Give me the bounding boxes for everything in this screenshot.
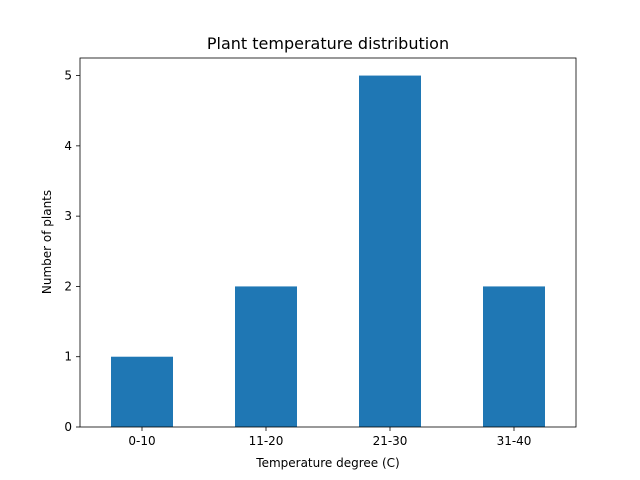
- x-tick-label: 11-20: [249, 434, 284, 448]
- bar-11-20: [235, 286, 297, 427]
- y-tick-label: 2: [64, 279, 72, 293]
- x-tick-label: 21-30: [373, 434, 408, 448]
- y-tick-label: 1: [64, 350, 72, 364]
- axes-frame: [79, 57, 577, 428]
- x-tick-label: 0-10: [128, 434, 155, 448]
- y-axis-label: Number of plants: [40, 190, 54, 294]
- y-tick-label: 4: [64, 139, 72, 153]
- x-tick-label: 31-40: [497, 434, 532, 448]
- chart-title: Plant temperature distribution: [207, 34, 449, 53]
- plot-area: 0-10 11-20 21-30 31-40 0 1 2 3 4 5: [64, 57, 577, 448]
- y-tick-label: 5: [64, 69, 72, 83]
- bar-31-40: [483, 286, 545, 427]
- x-axis-label: Temperature degree (C): [255, 456, 399, 470]
- bar-0-10: [111, 356, 173, 427]
- bar-21-30: [359, 75, 421, 428]
- y-tick-label: 0: [64, 420, 72, 434]
- y-tick-label: 3: [64, 209, 72, 223]
